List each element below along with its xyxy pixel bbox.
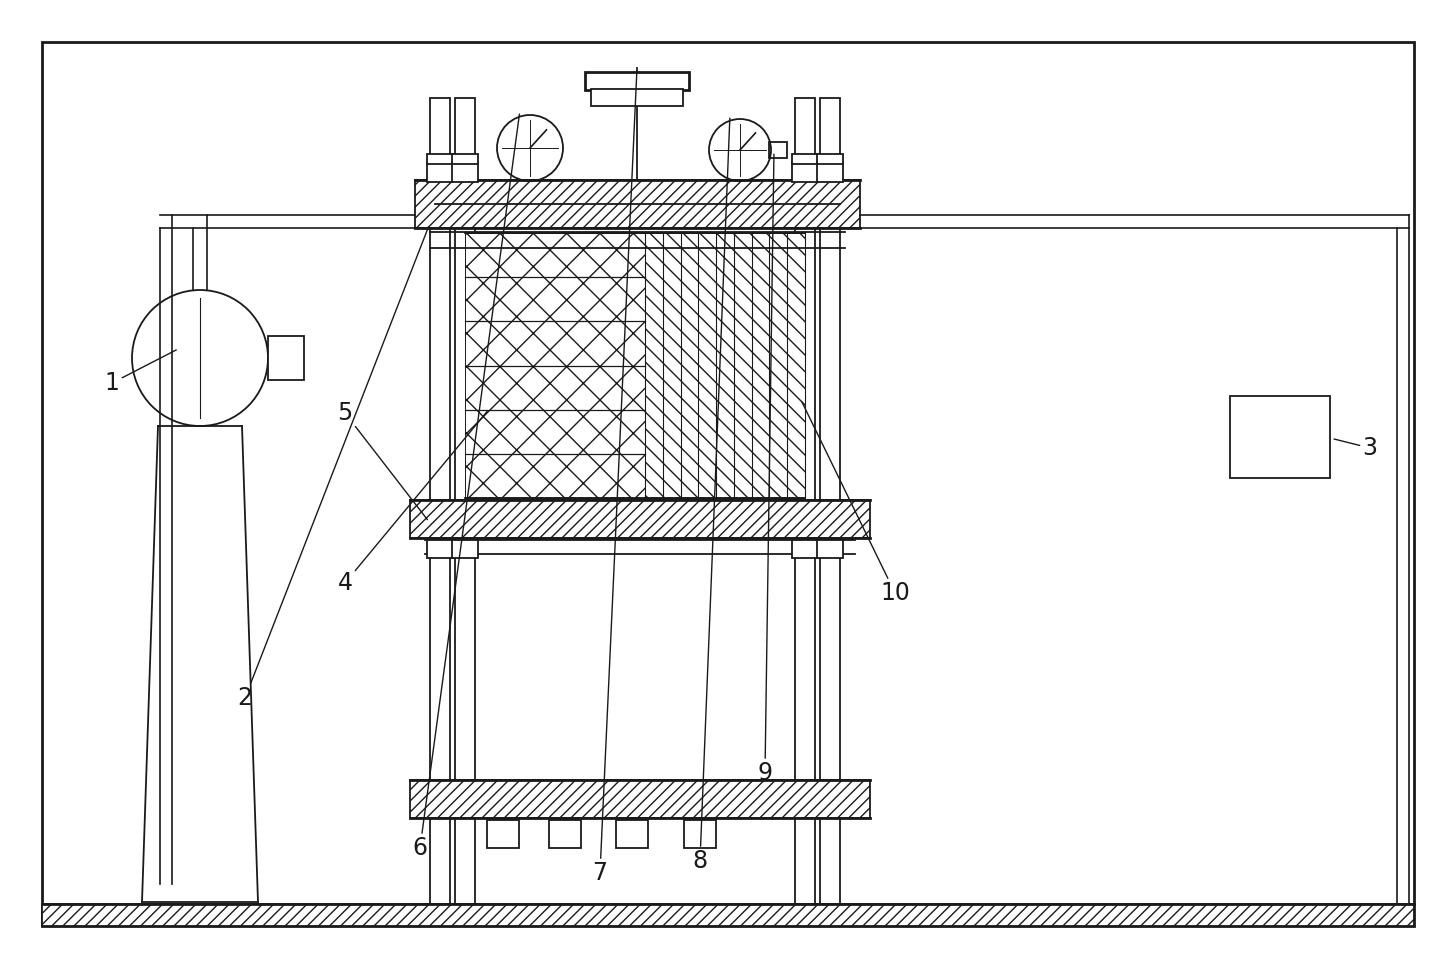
Text: 7: 7: [593, 73, 636, 885]
Bar: [820, 98, 840, 904]
Bar: [427, 162, 453, 182]
Text: 6: 6: [412, 114, 520, 860]
Text: 9: 9: [757, 154, 775, 785]
Bar: [411, 780, 871, 818]
Text: 10: 10: [802, 402, 910, 605]
Bar: [684, 820, 716, 848]
Text: 1: 1: [105, 349, 176, 395]
Bar: [427, 154, 453, 164]
Bar: [549, 820, 581, 848]
Bar: [591, 89, 683, 106]
Bar: [795, 98, 815, 904]
Text: 2: 2: [237, 227, 428, 710]
Bar: [817, 540, 843, 558]
Bar: [792, 154, 818, 164]
Bar: [486, 820, 518, 848]
Text: 4: 4: [338, 411, 488, 595]
Bar: [464, 233, 645, 498]
Bar: [451, 162, 478, 182]
Bar: [42, 904, 1414, 926]
Bar: [1230, 396, 1329, 478]
Bar: [411, 500, 871, 538]
Bar: [645, 233, 805, 498]
Text: 3: 3: [1334, 436, 1377, 460]
Bar: [769, 142, 788, 158]
Bar: [585, 72, 689, 90]
Bar: [415, 180, 860, 228]
Bar: [616, 820, 648, 848]
Bar: [817, 154, 843, 164]
Bar: [451, 154, 478, 164]
Bar: [427, 540, 453, 558]
Bar: [451, 540, 478, 558]
Bar: [454, 98, 475, 904]
Bar: [268, 336, 304, 380]
Text: 8: 8: [693, 118, 729, 873]
Bar: [792, 162, 818, 182]
Text: 5: 5: [338, 401, 428, 520]
Bar: [792, 540, 818, 558]
Bar: [430, 98, 450, 904]
Bar: [817, 162, 843, 182]
